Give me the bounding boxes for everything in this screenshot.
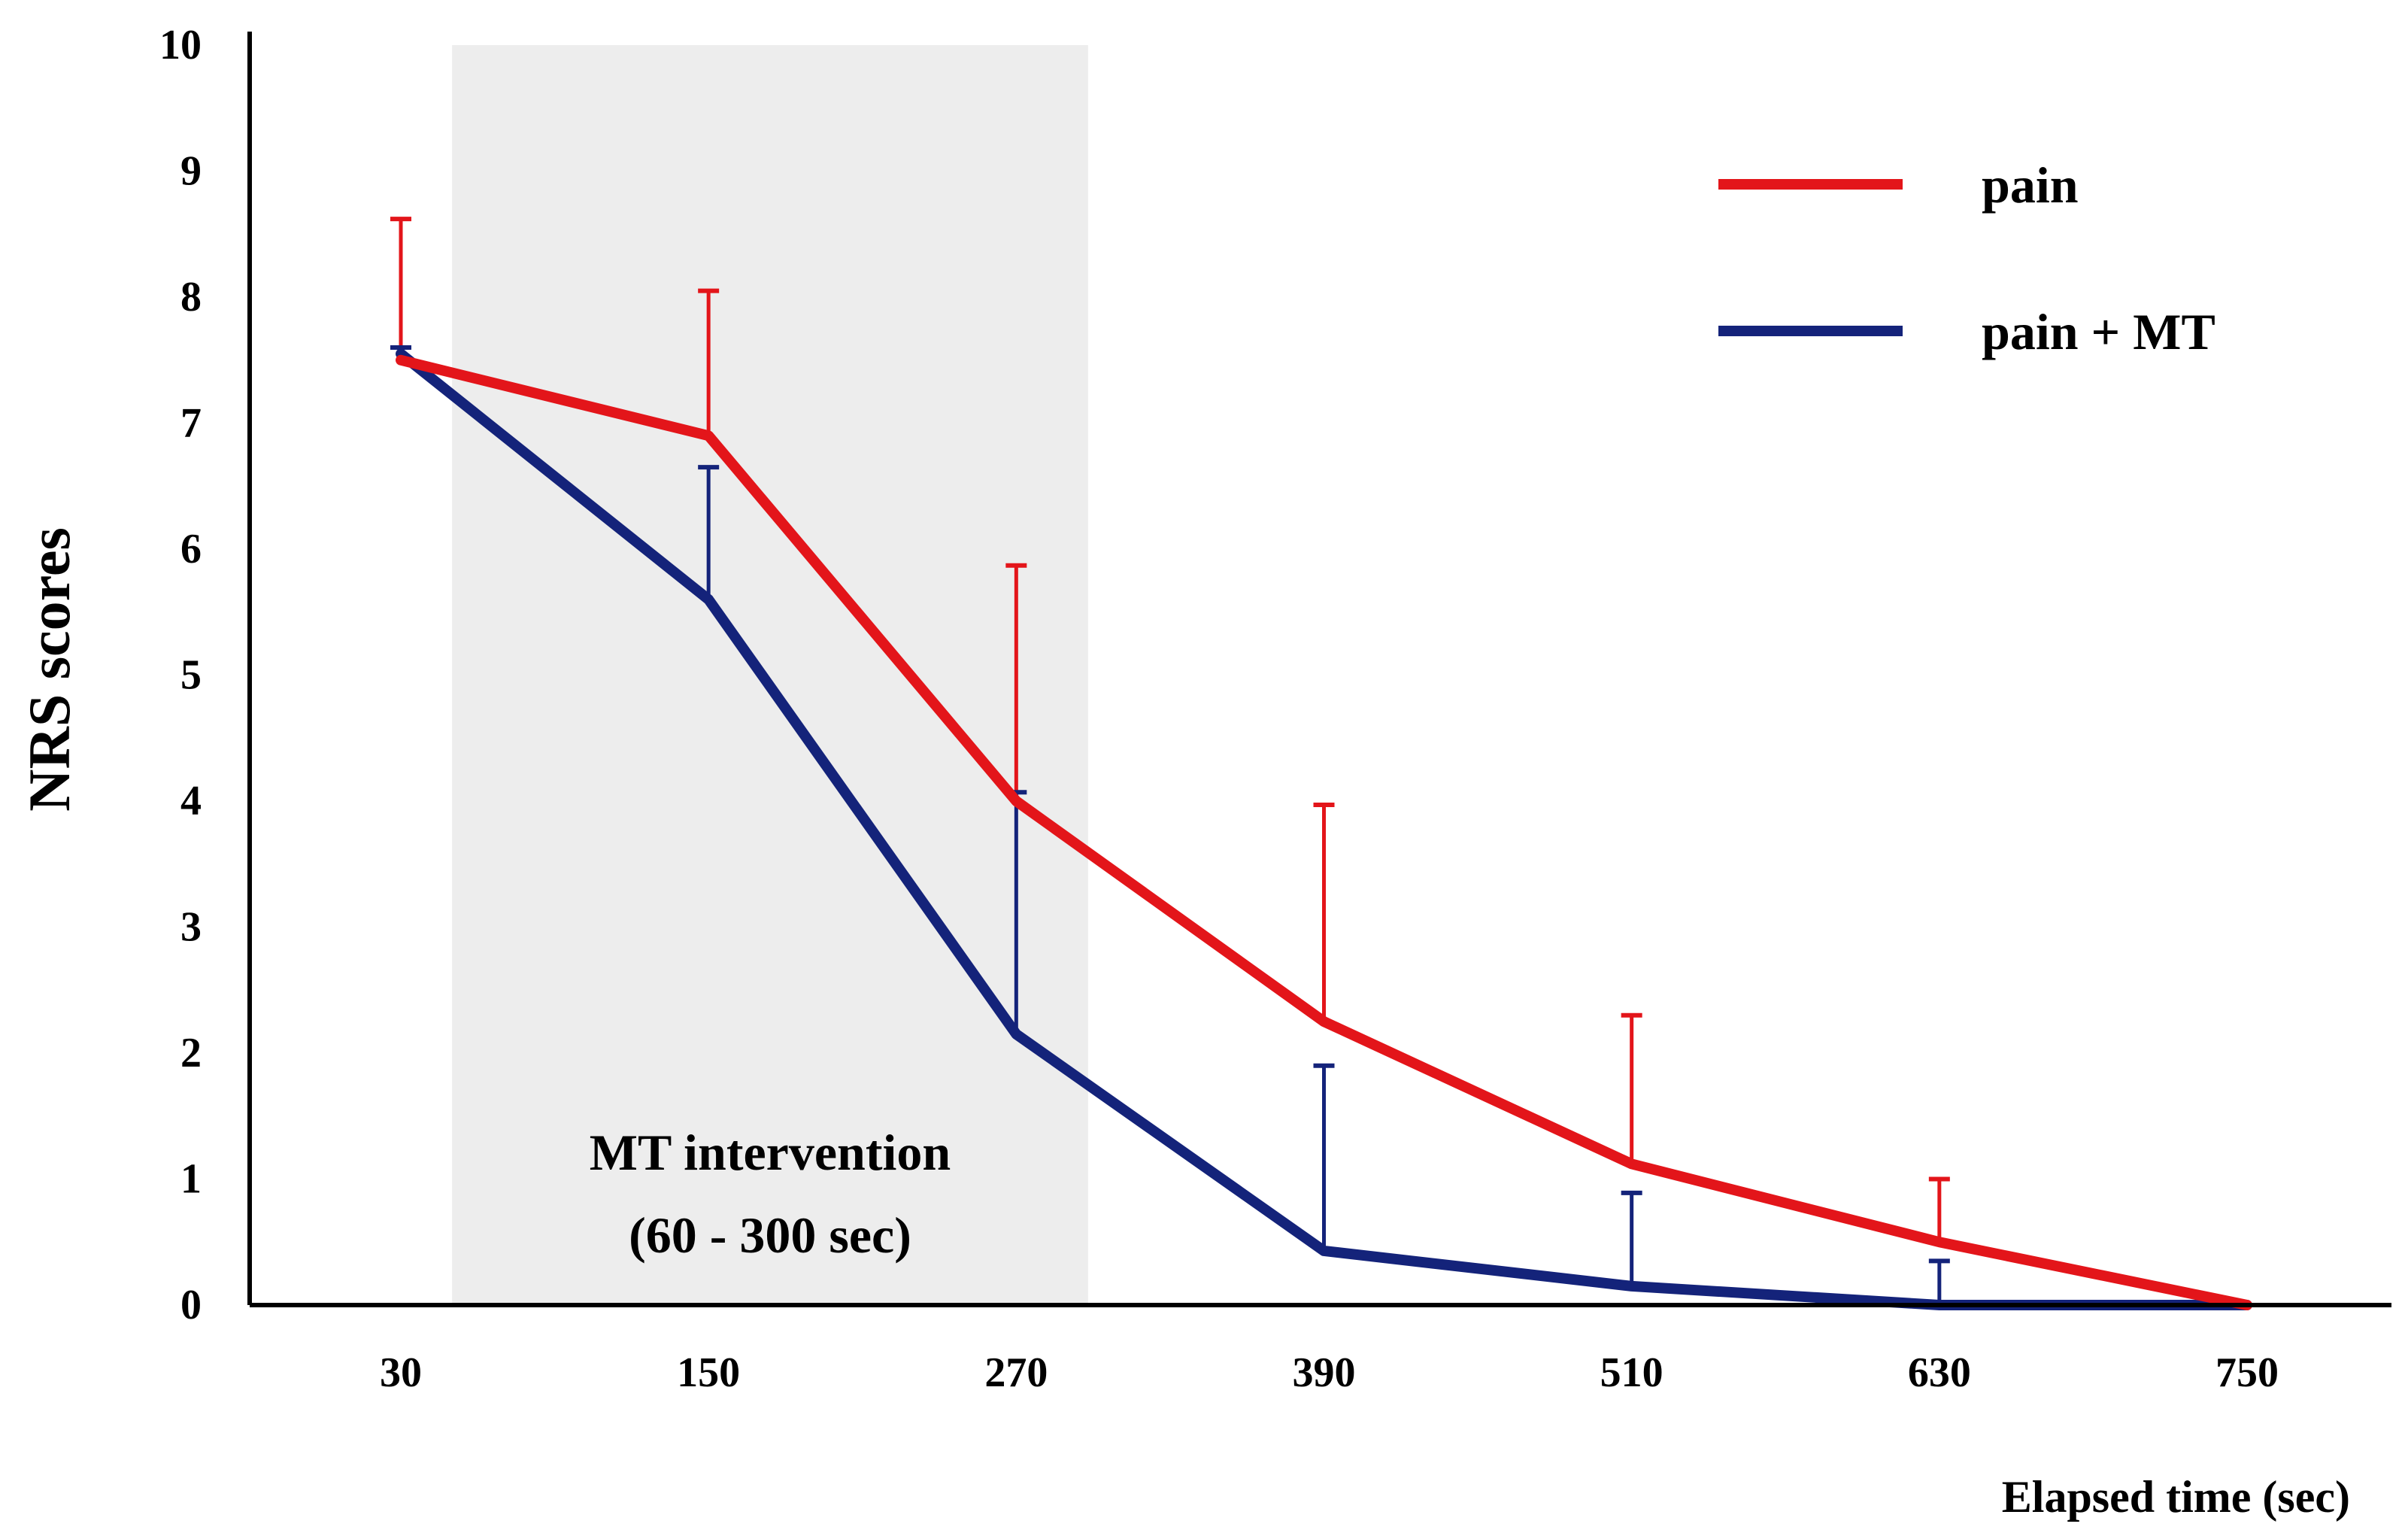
mt-intervention-region: [452, 45, 1088, 1305]
y-tick-label-3: 3: [180, 904, 202, 951]
x-axis-title: Elapsed time (sec): [2002, 1472, 2350, 1522]
x-tick-label-390: 390: [1293, 1349, 1356, 1396]
error-bar-pain-270: [1005, 563, 1027, 801]
x-tick-label-750: 750: [2215, 1349, 2279, 1396]
legend-label-pain: pain: [1982, 156, 2079, 214]
x-tick-label-150: 150: [677, 1349, 740, 1396]
shaded-region-label-line2: (60 - 300 sec): [629, 1207, 911, 1264]
x-tick-label-510: 510: [1600, 1349, 1663, 1396]
shaded-region-label-line1: MT intervention: [590, 1124, 951, 1181]
error-bar-pain-510: [1621, 1012, 1642, 1164]
series-line-pain: [396, 354, 2252, 1310]
y-tick-label-7: 7: [180, 400, 202, 447]
y-tick-label-6: 6: [180, 526, 202, 572]
axes: [247, 32, 2391, 1307]
x-tick-labels: 30 150 270 390 510 630 750: [380, 1349, 2279, 1396]
y-tick-label-1: 1: [180, 1156, 202, 1203]
y-tick-label-10: 10: [159, 22, 202, 68]
y-tick-label-8: 8: [180, 274, 202, 320]
legend-label-pain-mt: pain + MT: [1982, 303, 2215, 360]
legend: pain pain + MT: [1718, 156, 2215, 360]
x-tick-label-30: 30: [380, 1349, 422, 1396]
y-tick-label-4: 4: [180, 778, 202, 824]
y-tick-label-2: 2: [180, 1030, 202, 1076]
y-axis-title: NRS scores: [17, 527, 82, 812]
y-tick-label-9: 9: [180, 148, 202, 195]
error-bar-pain-mt-150: [698, 465, 720, 600]
y-tick-label-0: 0: [180, 1282, 202, 1328]
error-bar-pain-630: [1928, 1176, 1950, 1243]
x-tick-label-630: 630: [1908, 1349, 1971, 1396]
y-tick-label-5: 5: [180, 652, 202, 699]
y-tick-labels: 0 1 2 3 4 5 6 7 8 9 10: [159, 22, 202, 1328]
x-tick-label-270: 270: [984, 1349, 1048, 1396]
error-bar-pain-30: [390, 217, 411, 360]
shaded-region-group: MT intervention (60 - 300 sec): [452, 45, 1088, 1305]
error-bar-pain-390: [1313, 803, 1335, 1022]
error-bar-pain-150: [698, 288, 720, 436]
error-bar-pain-mt-630: [1928, 1258, 1950, 1305]
error-bar-pain-mt-390: [1313, 1063, 1335, 1251]
error-bar-pain-mt-510: [1621, 1190, 1642, 1286]
